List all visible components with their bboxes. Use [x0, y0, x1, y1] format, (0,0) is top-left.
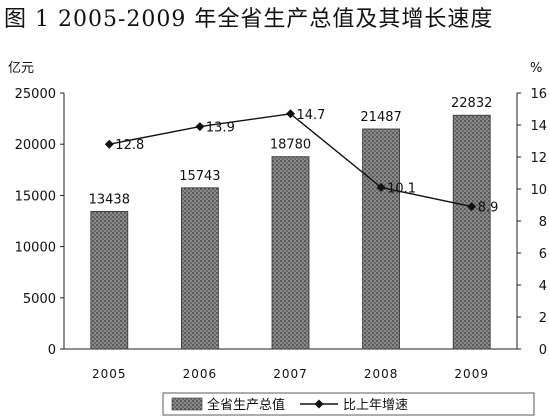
growth-value-label: 10.1	[387, 181, 416, 196]
left-tick-label: 0	[48, 343, 56, 358]
right-tick-label: 12	[530, 151, 547, 166]
right-tick-label: 2	[539, 311, 547, 326]
left-tick-label: 15000	[15, 189, 56, 204]
legend: 全省生产总值 比上年增速	[162, 392, 535, 416]
growth-point-2006	[195, 122, 205, 132]
bar-2005	[90, 210, 129, 350]
bar-value-label: 13438	[89, 192, 130, 207]
x-tick-label: 2006	[183, 367, 218, 381]
x-tick-label: 2007	[273, 367, 308, 381]
growth-value-label: 8.9	[478, 201, 499, 216]
bars: 13438 15743 18780 21487 22832	[89, 96, 492, 350]
left-tick-label: 20000	[15, 138, 56, 153]
right-tick-label: 4	[539, 279, 547, 294]
left-tick-label: 25000	[15, 87, 56, 102]
bar-2008	[362, 128, 401, 350]
left-tick-label: 10000	[15, 241, 56, 256]
growth-value-label: 12.8	[115, 138, 144, 153]
bar-2006	[180, 187, 219, 350]
legend-line-marker	[314, 399, 324, 409]
bar-value-label: 22832	[451, 96, 492, 111]
chart-title: 图 1 2005-2009 年全省生产总值及其增长速度	[4, 7, 494, 32]
bar-2009	[452, 114, 491, 350]
legend-box	[162, 392, 535, 416]
left-tick-label: 5000	[23, 292, 56, 307]
x-tick-label: 2005	[92, 367, 127, 381]
x-tick-label: 2008	[364, 367, 399, 381]
legend-bar-label: 全省生产总值	[207, 397, 285, 413]
bar-value-label: 15743	[179, 169, 220, 184]
right-tick-label: 8	[539, 215, 547, 230]
right-tick-label: 16	[530, 87, 547, 102]
bar-2007	[271, 156, 310, 350]
growth-value-label: 13.9	[206, 121, 235, 136]
x-tick-label: 2009	[454, 367, 489, 381]
legend-bar-swatch	[171, 397, 203, 411]
growth-point-2008	[376, 182, 386, 192]
bar-value-label: 21487	[360, 110, 401, 125]
legend-line-label: 比上年增速	[343, 398, 408, 413]
right-tick-label: 14	[530, 119, 547, 134]
growth-point-2005	[104, 139, 114, 149]
right-tick-label: 6	[539, 247, 547, 262]
bar-value-label: 18780	[270, 138, 311, 153]
growth-point-2009	[467, 202, 477, 212]
growth-value-label: 14.7	[297, 108, 326, 123]
right-tick-label: 0	[539, 343, 547, 358]
growth-point-2007	[286, 109, 295, 119]
left-axis-unit: 亿元	[8, 61, 34, 76]
right-tick-label: 10	[530, 183, 547, 198]
right-axis-unit: %	[530, 61, 542, 76]
growth-line: 12.8 13.9 14.7 10.1 8.9	[104, 108, 499, 216]
axes: 0 5000 10000 15000 20000 25000 0 2 4 6 8 10 12 14 16 亿元…	[8, 61, 547, 381]
